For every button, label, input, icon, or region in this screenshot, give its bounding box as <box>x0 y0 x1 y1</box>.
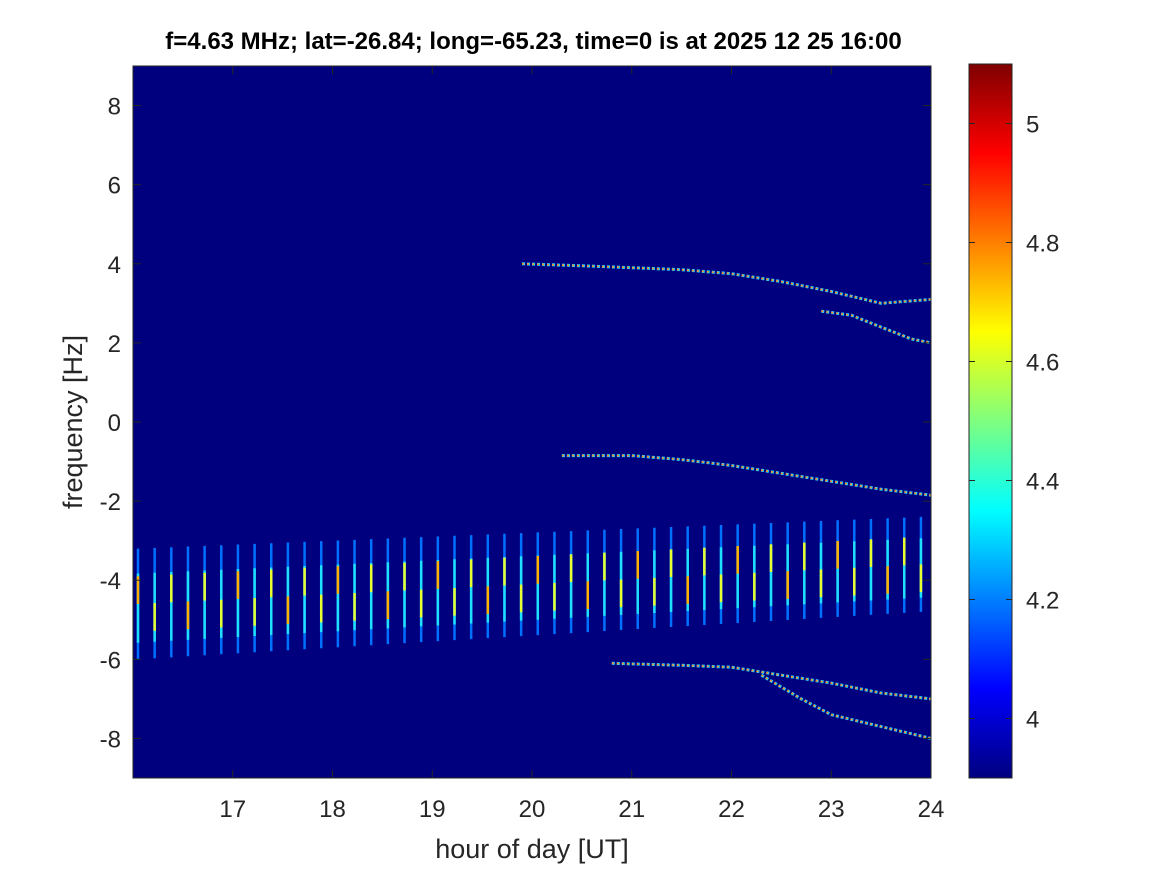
trace-minus-1hz <box>561 454 932 496</box>
x-tick-label: 24 <box>918 796 945 823</box>
trace-minus-8hz <box>760 674 932 740</box>
y-tick-label: 0 <box>108 410 121 437</box>
colorbar-tick-label: 4 <box>1026 707 1039 734</box>
colorbar-ticks: 5 4.8 4.6 4.4 4.2 4 <box>969 112 1059 734</box>
heatmap-background <box>133 66 931 778</box>
colorbar-tick-label: 4.6 <box>1026 350 1059 377</box>
heatmap-marks <box>136 262 932 740</box>
y-axis-label: frequency [Hz] <box>58 335 88 509</box>
x-tick-label: 19 <box>419 796 446 823</box>
colorbar-tick-label: 4.8 <box>1026 231 1059 258</box>
x-tick-label: 23 <box>818 796 845 823</box>
colorbar-tick-label: 4.4 <box>1026 469 1059 496</box>
y-tick-label: -4 <box>100 568 121 595</box>
y-axis: 8 6 4 2 0 -2 -4 -6 -8 <box>100 94 931 753</box>
y-tick-label: -6 <box>100 647 121 674</box>
y-tick-label: 4 <box>108 252 121 279</box>
colorbar-gradient <box>969 64 1012 778</box>
y-tick-label: 2 <box>108 331 121 358</box>
colorbar-tick-label: 4.2 <box>1026 588 1059 615</box>
x-tick-label: 21 <box>618 796 645 823</box>
trace-plus-4hz <box>521 263 932 305</box>
x-axis: 17 18 19 20 21 22 23 24 <box>219 66 944 823</box>
y-tick-label: 6 <box>108 173 121 200</box>
chart-title: f=4.63 MHz; lat=-26.84; long=-65.23, tim… <box>165 28 902 55</box>
y-tick-label: -8 <box>100 726 121 753</box>
x-tick-label: 22 <box>718 796 745 823</box>
x-tick-label: 18 <box>319 796 346 823</box>
x-tick-label: 17 <box>219 796 246 823</box>
x-axis-label: hour of day [UT] <box>435 834 629 864</box>
colorbar-tick-label: 5 <box>1026 112 1039 139</box>
colorbar-frame <box>968 63 1013 779</box>
plot-area <box>132 65 932 779</box>
x-tick-label: 20 <box>519 796 546 823</box>
trace-plus-2hz <box>821 310 932 344</box>
y-tick-label: 8 <box>108 94 121 121</box>
trace-minus-6hz <box>611 662 932 700</box>
colorbar: 5 4.8 4.6 4.4 4.2 4 <box>968 63 1059 779</box>
y-tick-label: -2 <box>100 489 121 516</box>
